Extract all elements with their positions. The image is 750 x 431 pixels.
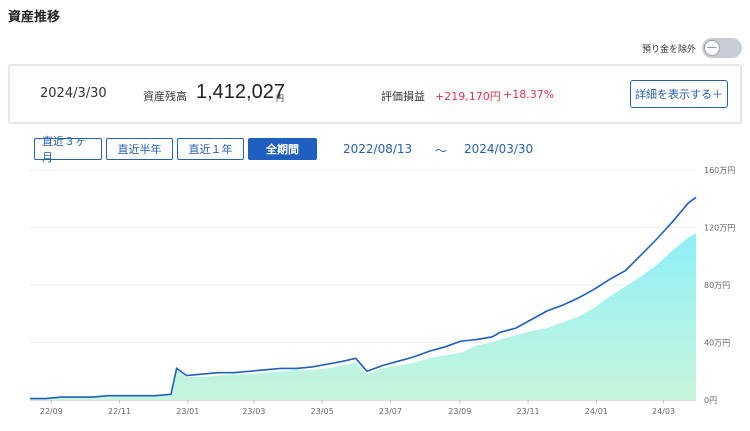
x-tick-label: 23/07 — [379, 407, 402, 416]
asset-chart: 160万円 120万円 80万円 40万円 0円 22/09 22/11 23/01 23/0… — [30, 166, 735, 416]
profit-loss-percent: +18.37% — [503, 88, 555, 101]
range-selector: 直近３ヶ月 直近半年 直近１年 全期間 — [34, 135, 317, 164]
x-tick-label: 24/03 — [652, 407, 675, 416]
x-tick-label: 22/11 — [108, 407, 131, 416]
period-separator: ～ — [435, 144, 448, 158]
profit-loss-label: 評価損益 — [381, 90, 425, 103]
deposit-area — [30, 233, 696, 400]
y-tick-label: 40万円 — [704, 339, 730, 348]
exclude-deposit-toggle[interactable]: — — [702, 38, 742, 58]
x-tick-label: 22/09 — [40, 407, 63, 416]
range-3-months-button[interactable]: 直近３ヶ月 — [34, 135, 102, 164]
x-tick-label: 23/01 — [176, 407, 199, 416]
y-tick-label: 120万円 — [704, 224, 735, 233]
page-title: 資産推移 — [8, 10, 61, 25]
asset-value-line — [30, 196, 697, 400]
x-axis-ticks: 22/09 22/11 23/01 23/03 23/05 23/07 23/09 23/11… — [40, 400, 675, 416]
exclude-deposit-label: 預り金を除外 — [641, 44, 696, 55]
y-tick-label: 80万円 — [704, 281, 730, 290]
y-tick-label: 0円 — [704, 396, 717, 405]
period-end: 2024/03/30 — [464, 142, 534, 156]
balance-label: 資産残高 — [143, 90, 187, 103]
x-tick-label: 23/09 — [448, 407, 471, 416]
period-start: 2022/08/13 — [343, 142, 413, 156]
x-tick-label: 23/11 — [517, 407, 540, 416]
y-tick-label: 160万円 — [704, 166, 735, 175]
range-1-year-button[interactable]: 直近１年 — [177, 138, 244, 160]
asset-summary-card: 2024/3/30 資産残高 1,412,027 円 評価損益 +219,170… — [8, 64, 742, 124]
y-axis-ticks: 160万円 120万円 80万円 40万円 0円 — [704, 166, 735, 405]
exclude-deposit-toggle-group: 預り金を除外 — — [642, 38, 742, 58]
summary-date: 2024/3/30 — [40, 86, 107, 101]
range-all-button[interactable]: 全期間 — [248, 138, 317, 160]
x-tick-label: 23/05 — [311, 407, 334, 416]
range-6-months-button[interactable]: 直近半年 — [106, 138, 173, 160]
x-tick-label: 23/03 — [242, 407, 265, 416]
balance-unit: 円 — [276, 94, 284, 103]
show-details-button[interactable]: 詳細を表示する＋ — [630, 80, 728, 108]
balance-value: 1,412,027 — [196, 81, 285, 103]
x-tick-label: 24/01 — [585, 407, 608, 416]
profit-loss-value: +219,170円 — [435, 90, 501, 103]
toggle-knob: — — [704, 40, 720, 56]
